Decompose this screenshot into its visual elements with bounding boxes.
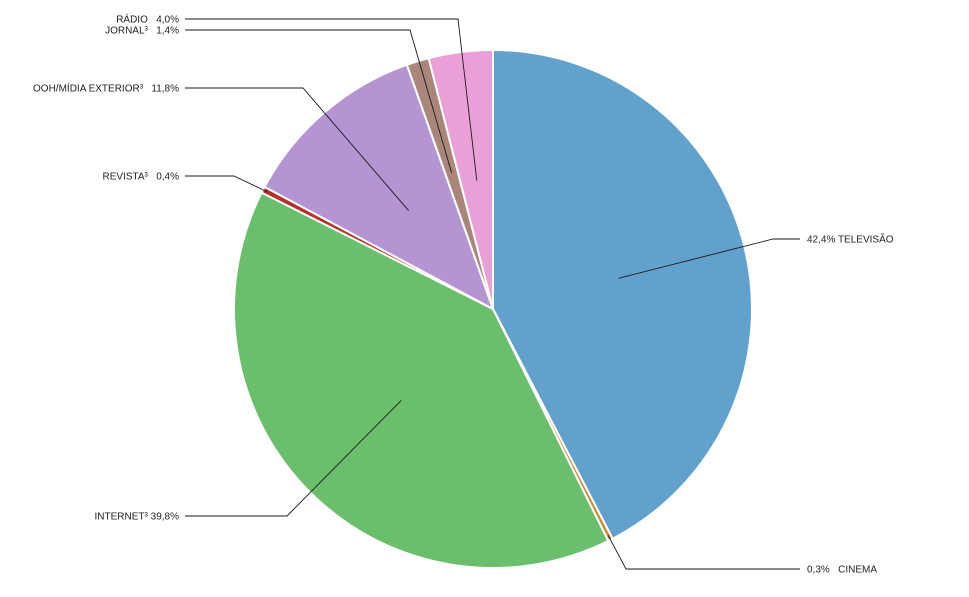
leader-lines	[185, 18, 800, 570]
leader-line-jornal	[185, 29, 453, 173]
pie-slice-radio	[427, 48, 494, 310]
slice-label-jornal: JORNAL³ 1,4%	[105, 26, 179, 37]
pie-slice-internet	[233, 191, 610, 570]
slice-label-revista: REVISTA³ 0,4%	[102, 172, 179, 183]
slice-label-radio: RÁDIO 4,0%	[116, 13, 179, 26]
leader-line-ooh-midia-exterior	[185, 87, 410, 211]
leader-line-revista	[185, 175, 268, 193]
slice-labels: 42,4% TELEVISÃO 0,3% CINEMA INTERNET³ 39,8…	[33, 13, 894, 576]
slice-label-cinema: 0,3% CINEMA	[807, 565, 877, 576]
leader-line-cinema	[607, 534, 800, 570]
leader-line-televisao	[618, 238, 800, 279]
slice-label-internet: INTERNET³ 39,8%	[95, 512, 180, 523]
pie-slices	[233, 48, 753, 570]
pie-slice-televisao	[492, 48, 753, 541]
leader-line-radio	[185, 18, 478, 181]
slice-label-ooh-midia-exterior: OOH/MÍDIA EXTERIOR³ 11,8%	[33, 82, 179, 95]
slice-label-televisao: 42,4% TELEVISÃO	[807, 233, 894, 246]
leader-line-internet	[185, 400, 402, 517]
